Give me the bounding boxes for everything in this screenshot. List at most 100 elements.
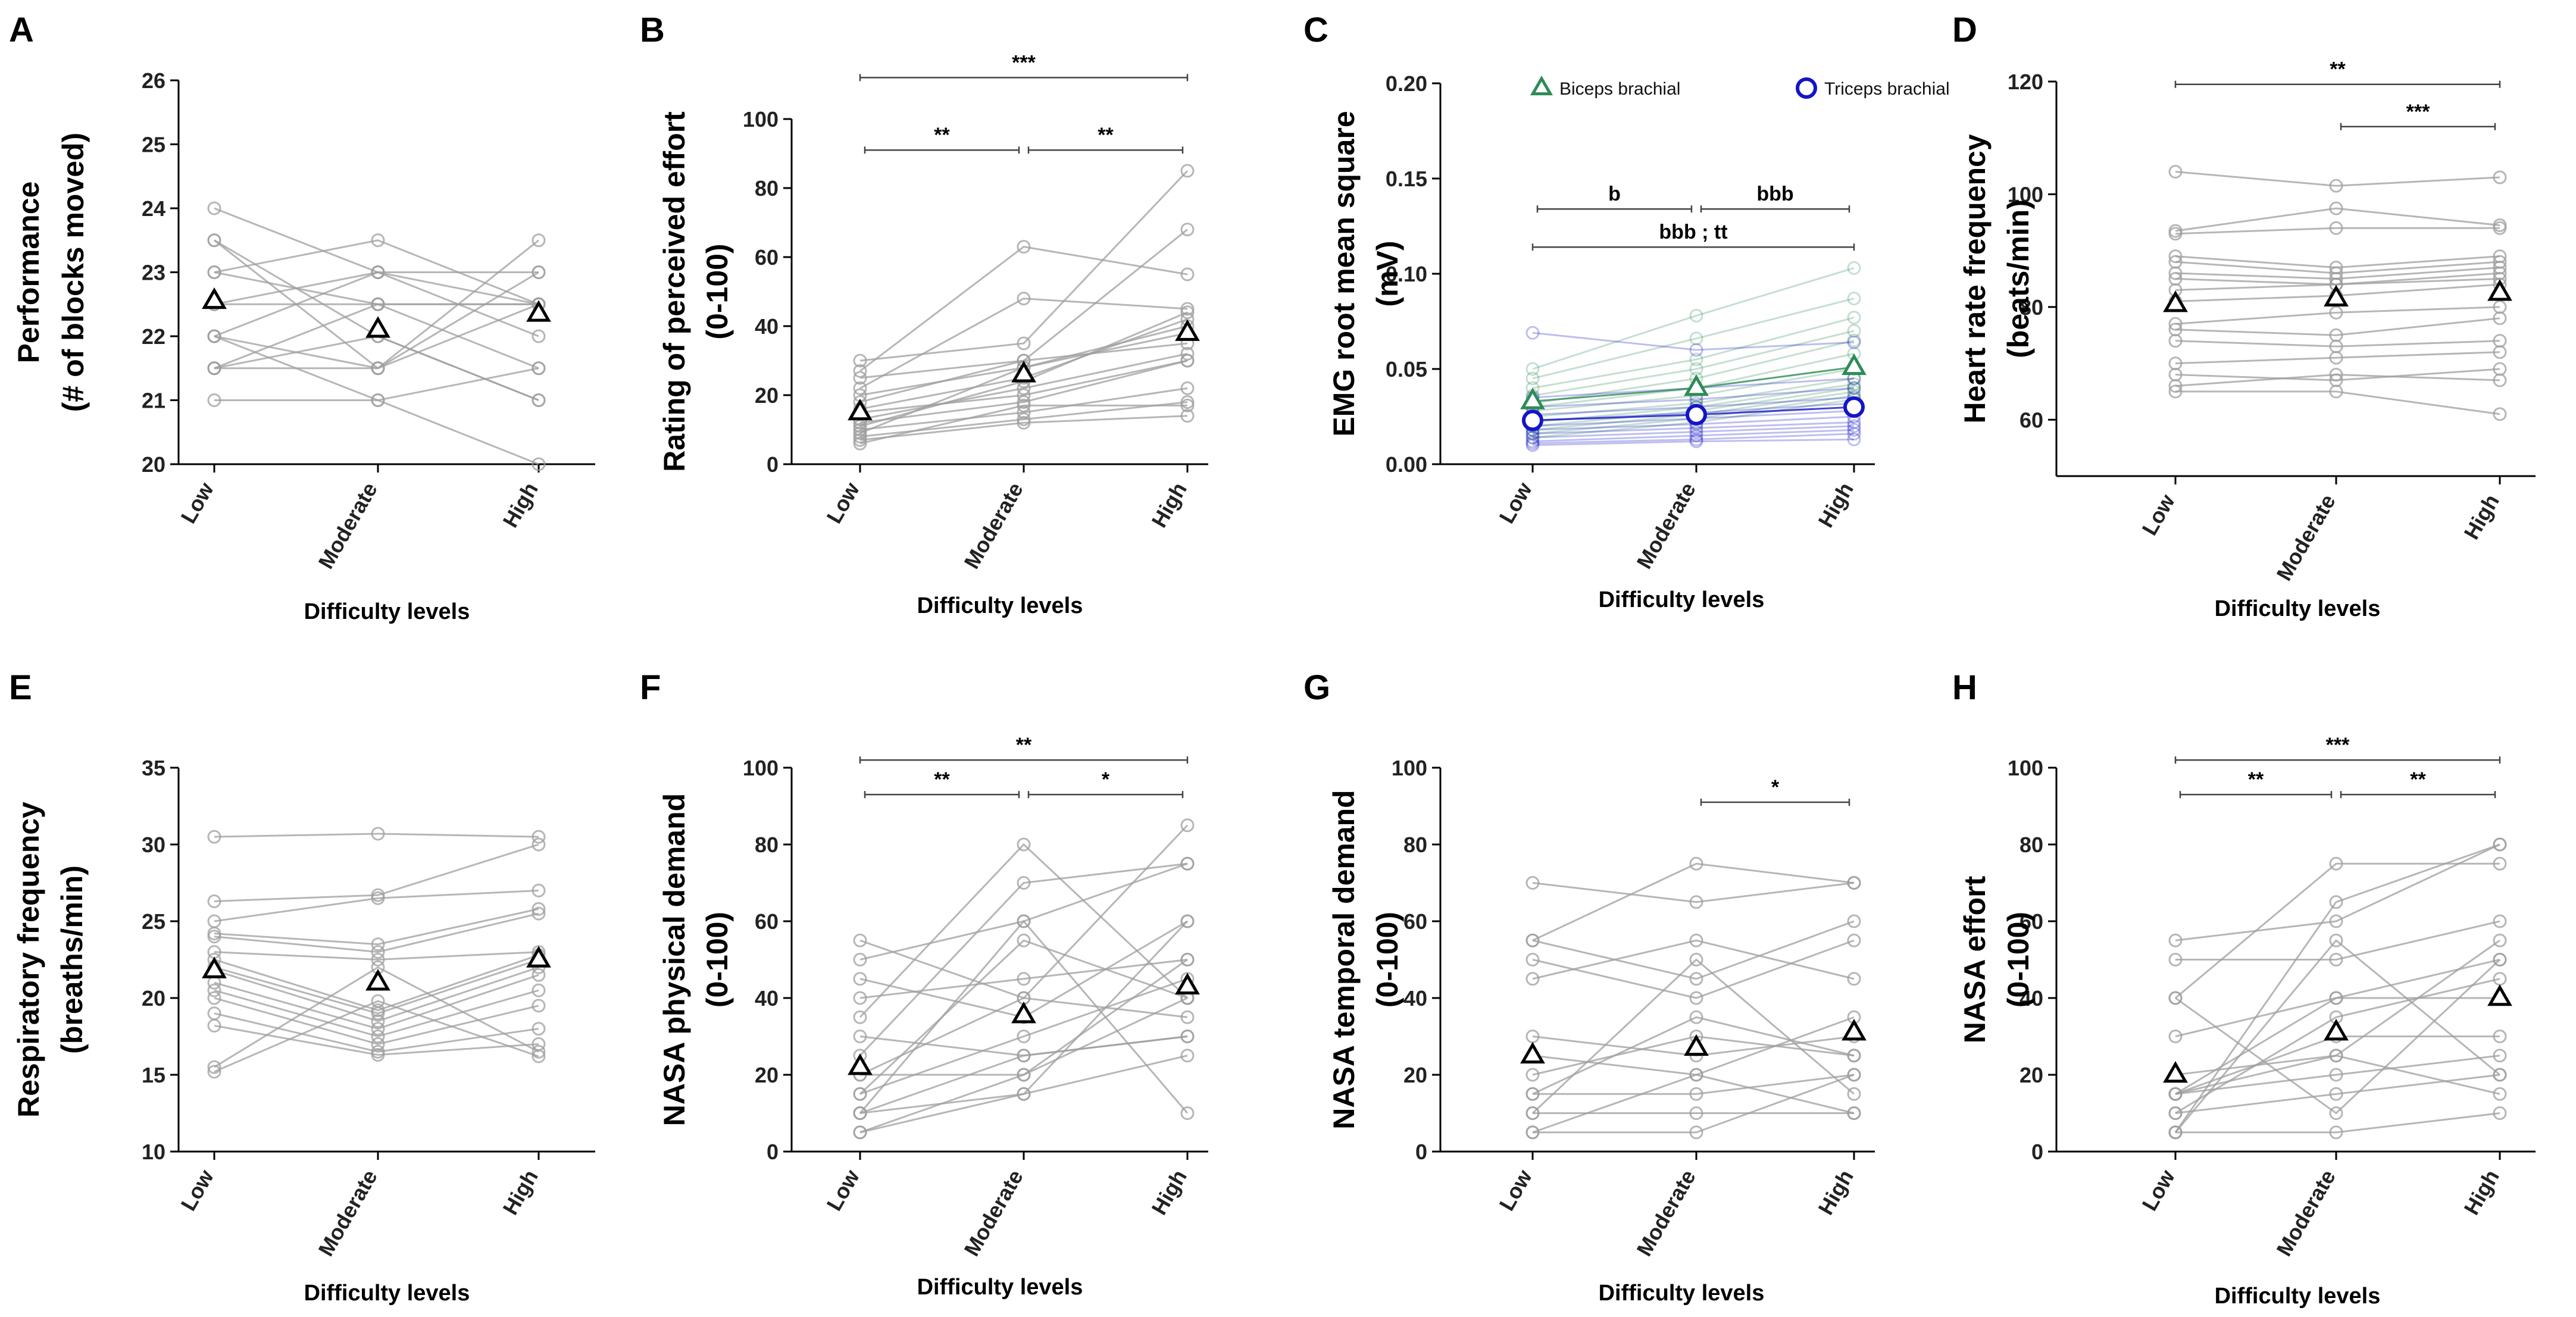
participant-biceps-line — [1532, 317, 1855, 389]
participant-line — [859, 959, 1188, 999]
participant-line — [2175, 843, 2500, 941]
participant-point — [532, 883, 546, 897]
participant-biceps-line — [1532, 267, 1855, 370]
mean-marker-triceps — [1686, 403, 1707, 426]
participant-point — [1847, 1068, 1861, 1082]
x-tick-label: Moderate — [1631, 478, 1700, 573]
participant-line — [214, 239, 539, 305]
participant-point — [1017, 972, 1031, 986]
participant-point — [1525, 972, 1540, 986]
participant-point — [207, 1006, 221, 1021]
x-tick-label: High — [1813, 478, 1858, 532]
x-tick-label: Moderate — [959, 1166, 1028, 1260]
y-tick-label: 20 — [142, 452, 165, 477]
significance-label: ** — [1016, 734, 1032, 756]
participant-line — [1531, 958, 1855, 1114]
participant-point — [1180, 1049, 1195, 1063]
participant-line — [859, 170, 1189, 362]
participant-triceps-point — [1847, 381, 1861, 395]
participant-point — [207, 201, 221, 215]
y-tick-label: 0 — [767, 1140, 779, 1164]
participant-triceps-point — [1847, 427, 1861, 441]
y-tick-label: 80 — [1403, 833, 1427, 857]
mean-marker — [1011, 361, 1036, 383]
y-tick-label: 120 — [2008, 70, 2043, 94]
participant-line — [1533, 1074, 1855, 1095]
y-tick-label: 20 — [2019, 1063, 2043, 1087]
y-axis-title: Performance — [12, 182, 45, 364]
participant-line — [2175, 959, 2500, 1095]
participant-point — [532, 983, 546, 997]
participant-line — [214, 974, 539, 1030]
participant-point — [2493, 170, 2507, 184]
participant-point — [1689, 856, 1703, 871]
x-tick-label: High — [2459, 1166, 2503, 1219]
x-tick-label: Low — [2137, 1165, 2180, 1215]
participant-point — [2168, 255, 2183, 269]
participant-point — [853, 354, 867, 368]
y-tick-label: 0.00 — [1386, 452, 1427, 477]
participant-point — [2329, 328, 2343, 342]
participant-line — [1533, 1074, 1855, 1134]
mean-marker — [1684, 1034, 1709, 1056]
mean-marker — [365, 316, 390, 338]
participant-point — [207, 830, 221, 844]
participant-point — [2168, 991, 2183, 1005]
participant-point — [1017, 405, 1031, 420]
participant-point — [371, 937, 385, 952]
participant-point — [1017, 1068, 1031, 1082]
participant-point — [1017, 837, 1031, 852]
y-tick-label: 100 — [2008, 756, 2043, 780]
mean-marker — [1842, 1019, 1867, 1041]
participant-biceps-point — [1525, 362, 1540, 376]
participant-point — [2493, 300, 2507, 314]
participant-line — [214, 303, 539, 370]
participant-line — [2175, 1055, 2500, 1095]
participant-triceps-point — [1847, 423, 1861, 437]
significance-label: b — [1608, 183, 1621, 205]
participant-point — [1180, 223, 1195, 237]
x-tick-label: Moderate — [2271, 1166, 2340, 1260]
participant-line — [214, 271, 539, 337]
participant-triceps-point — [1689, 343, 1703, 357]
mean-marker — [2487, 984, 2512, 1006]
participant-point — [207, 265, 221, 279]
y-tick-label: 0 — [2031, 1140, 2043, 1164]
y-tick-label: 0 — [767, 452, 779, 477]
participant-point — [2493, 837, 2507, 852]
mean-marker — [2487, 279, 2512, 301]
participant-biceps-point — [1689, 308, 1703, 323]
participant-triceps-line — [1532, 425, 1855, 439]
participant-point — [853, 426, 867, 440]
y-tick-label: 23 — [142, 261, 165, 285]
participant-point — [853, 1087, 867, 1101]
participant-point — [2168, 1030, 2183, 1043]
participant-point — [2329, 953, 2343, 966]
significance-label: * — [1102, 768, 1110, 791]
participant-point — [532, 968, 546, 982]
participant-point — [1180, 346, 1195, 361]
y-tick-label: 40 — [755, 314, 779, 339]
y-tick-label: 15 — [142, 1063, 165, 1087]
participant-line — [214, 966, 539, 1022]
participant-point — [1180, 398, 1195, 412]
participant-point — [2493, 221, 2507, 235]
mean-marker — [202, 956, 227, 978]
y-tick-label: 0 — [1415, 1140, 1427, 1164]
participant-point — [2493, 1087, 2507, 1101]
participant-point — [2493, 972, 2507, 986]
participant-line — [2175, 920, 2500, 961]
participant-point — [2329, 933, 2343, 947]
y-tick-label: 80 — [2019, 295, 2043, 320]
participant-point — [371, 994, 385, 1008]
panel-label: E — [9, 668, 32, 707]
y-tick-label: 80 — [755, 176, 779, 201]
participant-point — [1017, 914, 1031, 928]
participant-point — [1689, 1125, 1703, 1140]
participant-line — [859, 862, 1188, 1056]
participant-point — [2329, 305, 2343, 320]
x-axis-title: Difficulty levels — [2215, 1284, 2381, 1309]
panel-label: B — [640, 11, 665, 49]
participant-point — [2493, 345, 2507, 359]
participant-line — [2175, 340, 2500, 348]
